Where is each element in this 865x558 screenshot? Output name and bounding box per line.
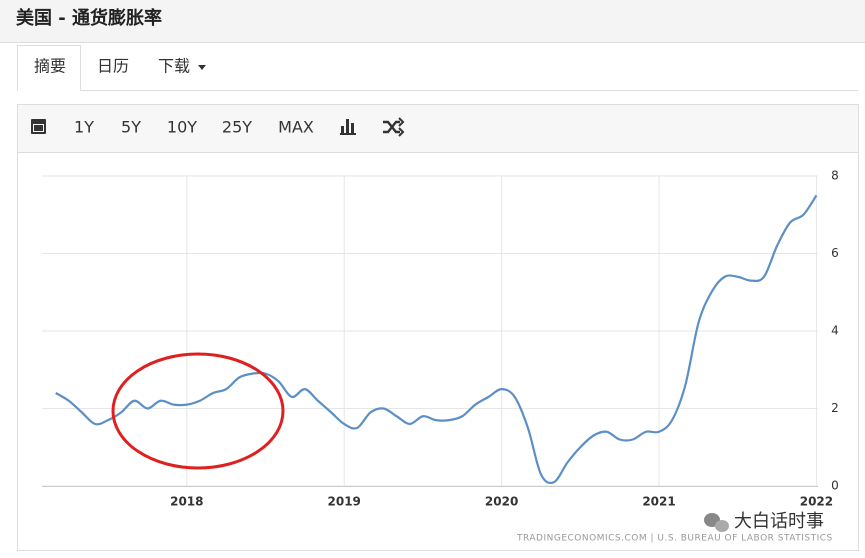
range-button[interactable]: 1Y — [74, 118, 94, 137]
range-button[interactable]: MAX — [278, 118, 314, 137]
active-tab — [17, 45, 81, 91]
toolbar — [17, 104, 859, 153]
source-note: TRADINGECONOMICS.COM | U.S. BUREAU OF LA… — [516, 534, 833, 544]
x-tick-label: 2020 — [485, 495, 518, 509]
dropdown-caret — [198, 65, 206, 70]
icon-arrows — [398, 117, 405, 137]
icon-bar — [346, 119, 349, 133]
x-tick-label: 2018 — [170, 495, 203, 509]
icon-base — [340, 133, 356, 135]
y-tick-label: 0 — [831, 479, 839, 493]
watermark-icon — [704, 513, 729, 532]
icon-bubble — [715, 520, 729, 532]
y-tick-label: 6 — [831, 246, 839, 260]
calendar-days — [34, 125, 43, 131]
active-tab-gap — [18, 89, 80, 92]
page-title: 美国 - 通货膨胀率 — [16, 7, 162, 29]
range-button[interactable]: 10Y — [167, 118, 197, 137]
range-button[interactable]: 25Y — [222, 118, 252, 137]
x-tick-label: 2022 — [800, 495, 833, 509]
chart-panel — [17, 152, 859, 551]
icon-bar — [351, 123, 354, 133]
y-tick-label: 2 — [831, 401, 839, 415]
tab[interactable]: 下载 — [158, 57, 190, 76]
watermark: 大白话时事 — [734, 511, 824, 532]
bar-chart-icon[interactable] — [340, 119, 356, 135]
shuffle-icon[interactable] — [383, 117, 405, 137]
calendar-icon[interactable] — [31, 119, 46, 134]
tab[interactable]: 摘要 — [34, 57, 66, 76]
icon-bar — [341, 126, 344, 133]
x-tick-label: 2021 — [642, 495, 675, 509]
data-line — [55, 194, 818, 485]
icon-stroke — [383, 120, 400, 134]
x-tick-label: 2019 — [328, 495, 361, 509]
range-button[interactable]: 5Y — [121, 118, 141, 137]
highlight-circle — [111, 352, 285, 470]
chart: 0 2 4 6 8 2018 2019 2020 2021 2022 — [42, 169, 839, 509]
y-tick-label: 4 — [831, 324, 839, 338]
title-bar — [0, 0, 865, 42]
tab[interactable]: 日历 — [97, 57, 129, 76]
y-tick-label: 8 — [831, 169, 839, 183]
